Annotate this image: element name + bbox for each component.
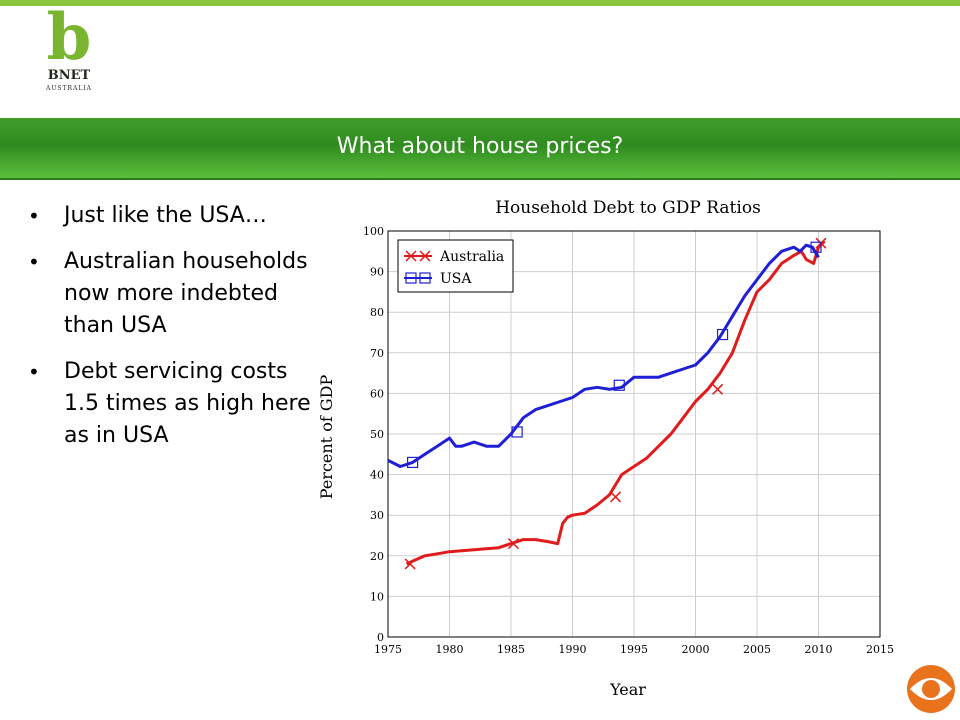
bullet-icon: • [28,360,40,384]
x-marker [507,538,519,550]
series-usa [387,241,822,469]
y-axis-label: Percent of GDP [317,375,336,500]
x-tick-label: 1995 [620,643,648,656]
bullet-item: • Just like the USA… [24,200,324,232]
x-tick-label: 1990 [559,643,587,656]
y-tick-label: 50 [370,428,384,441]
series-line-australia [405,240,826,566]
title-banner: What about house prices? [0,118,960,180]
y-tick-label: 90 [370,266,384,279]
chart-series [387,237,827,570]
x-tick-label: 2015 [866,643,894,656]
legend-label-australia: Australia [439,249,504,265]
logo-letter: b [46,0,92,75]
square-marker [613,379,625,391]
y-tick-label: 70 [370,347,384,360]
cbs-eye-logo-icon [907,665,955,713]
square-marker [405,272,417,284]
x-tick-label: 2000 [682,643,710,656]
square-marker [406,456,419,469]
series-australia [404,237,827,570]
bullet-text: Just like the USA… [64,203,267,228]
x-tick-label: 1980 [436,643,464,656]
top-accent-bar [0,0,960,6]
square-marker [810,241,822,253]
bullet-item: • Australian households now more indebted… [24,246,324,342]
square-marker [419,272,431,284]
x-marker [405,250,417,262]
logo-subtitle: AUSTRALIA [45,85,93,92]
chart-title: Household Debt to GDP Ratios [495,198,761,218]
bnet-logo: b BNET AUSTRALIA [34,6,104,96]
x-marker [712,383,724,395]
y-tick-label: 40 [370,469,384,482]
bullet-text: Australian households now more indebted … [64,249,308,338]
x-tick-label: 2010 [805,643,833,656]
y-tick-label: 0 [377,631,384,644]
bullet-item: • Debt servicing costs 1.5 times as high … [24,356,324,452]
series-line-usa [387,243,820,468]
x-tick-label: 2005 [743,643,771,656]
y-tick-label: 10 [370,590,384,603]
bullet-icon: • [28,250,40,274]
y-tick-label: 60 [370,387,384,400]
debt-to-gdp-chart: 1975 1980 1985 1990 1995 2000 2005 2010 2015 0 10 2… [317,198,894,699]
x-marker [404,558,416,570]
x-marker [419,250,431,262]
chart-grid [387,230,881,638]
slide-title: What about house prices? [336,134,624,159]
y-tick-label: 100 [363,225,384,238]
logo-name: BNET [47,68,91,83]
bullet-text: Debt servicing costs 1.5 times as high h… [64,359,311,448]
x-marker [610,491,622,503]
chart-ticks: 1975 1980 1985 1990 1995 2000 2005 2010 2015 0 10 2… [363,225,894,656]
legend-box [397,239,514,293]
x-tick-label: 1985 [497,643,525,656]
y-tick-label: 30 [370,509,384,522]
bullet-icon: • [28,204,40,228]
bullet-list: • Just like the USA… • Australian househol… [24,200,324,466]
plot-frame [387,230,881,638]
y-tick-label: 20 [370,550,384,563]
chart-legend: Australia USA [397,239,514,293]
y-tick-label: 80 [370,306,384,319]
square-marker [716,328,729,341]
x-tick-label: 1975 [374,643,402,656]
x-axis-label: Year [609,680,646,699]
legend-label-usa: USA [440,271,472,287]
square-marker [511,426,523,438]
